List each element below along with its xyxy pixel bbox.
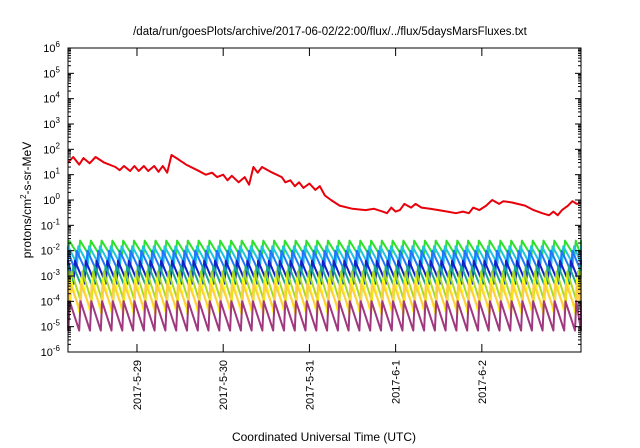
y-tick-base: 10 [41,296,53,308]
y-tick-exponent: 3 [56,116,61,125]
y-tick-label: 10-2 [41,243,61,258]
y-tick-exponent: 0 [56,192,61,201]
y-tick-base: 10 [41,220,53,232]
y-tick-label: 105 [43,65,60,80]
y-tick-base: 10 [43,119,55,131]
y-tick-exponent: 5 [56,65,61,74]
y-tick-exponent: -1 [53,217,61,226]
y-tick-base: 10 [43,170,55,182]
y-tick-exponent: 2 [56,141,61,150]
series-layer [67,154,582,332]
y-tick-label: 100 [43,192,60,207]
y-tick-exponent: -6 [53,344,61,353]
y-tick-exponent: 4 [56,91,61,100]
series-line-3 [67,245,582,265]
y-axis-label-pre: protons/cm [20,199,34,258]
y-tick-label: 106 [43,40,60,55]
y-axis-label: protons/cm2-s-sr-MeV [19,142,34,258]
y-tick-exponent: -5 [53,319,61,328]
y-tick-base: 10 [41,322,53,334]
y-tick-exponent: -2 [53,243,61,252]
y-tick-exponent: -4 [53,293,61,302]
y-tick-base: 10 [43,43,55,55]
y-tick-label: 102 [43,141,60,156]
y-tick-base: 10 [41,347,53,359]
y-tick-label: 103 [43,116,60,131]
y-tick-base: 10 [43,68,55,80]
y-axis: 10-610-510-410-310-210-11001011021031041… [41,40,581,359]
x-axis-label: Coordinated Universal Time (UTC) [232,430,416,444]
chart-title: /data/run/goesPlots/archive/2017-06-02/2… [133,26,528,38]
y-tick-label: 10-5 [41,319,61,334]
y-tick-exponent: -3 [53,268,61,277]
y-tick-base: 10 [41,271,53,283]
x-tick-label: 2017-6-2 [477,360,489,404]
x-tick-label: 2017-5-31 [304,360,316,410]
x-tick-label: 2017-5-30 [218,360,230,410]
y-tick-base: 10 [43,94,55,106]
y-tick-base: 10 [43,144,55,156]
y-tick-label: 10-1 [41,217,61,232]
y-tick-label: 10-6 [41,344,61,359]
y-axis-label-post: -s-sr-MeV [20,142,34,195]
x-tick-label: 2017-6-1 [391,360,403,404]
series-line-10 [67,300,582,332]
y-tick-label: 10-4 [41,293,61,308]
y-tick-base: 10 [43,195,55,207]
y-tick-label: 10-3 [41,268,61,283]
x-axis: 2017-5-29 2017-5-30 2017-5-31 2017-6-1 2017-… [132,48,489,410]
x-tick-label: 2017-5-29 [132,360,144,410]
y-tick-label: 104 [43,91,60,106]
y-tick-exponent: 6 [56,40,61,49]
series-line-1 [67,154,582,217]
y-tick-exponent: 1 [56,167,61,176]
y-tick-base: 10 [41,246,53,258]
y-axis-label-sup: 2 [19,194,28,199]
y-tick-label: 101 [43,167,60,182]
